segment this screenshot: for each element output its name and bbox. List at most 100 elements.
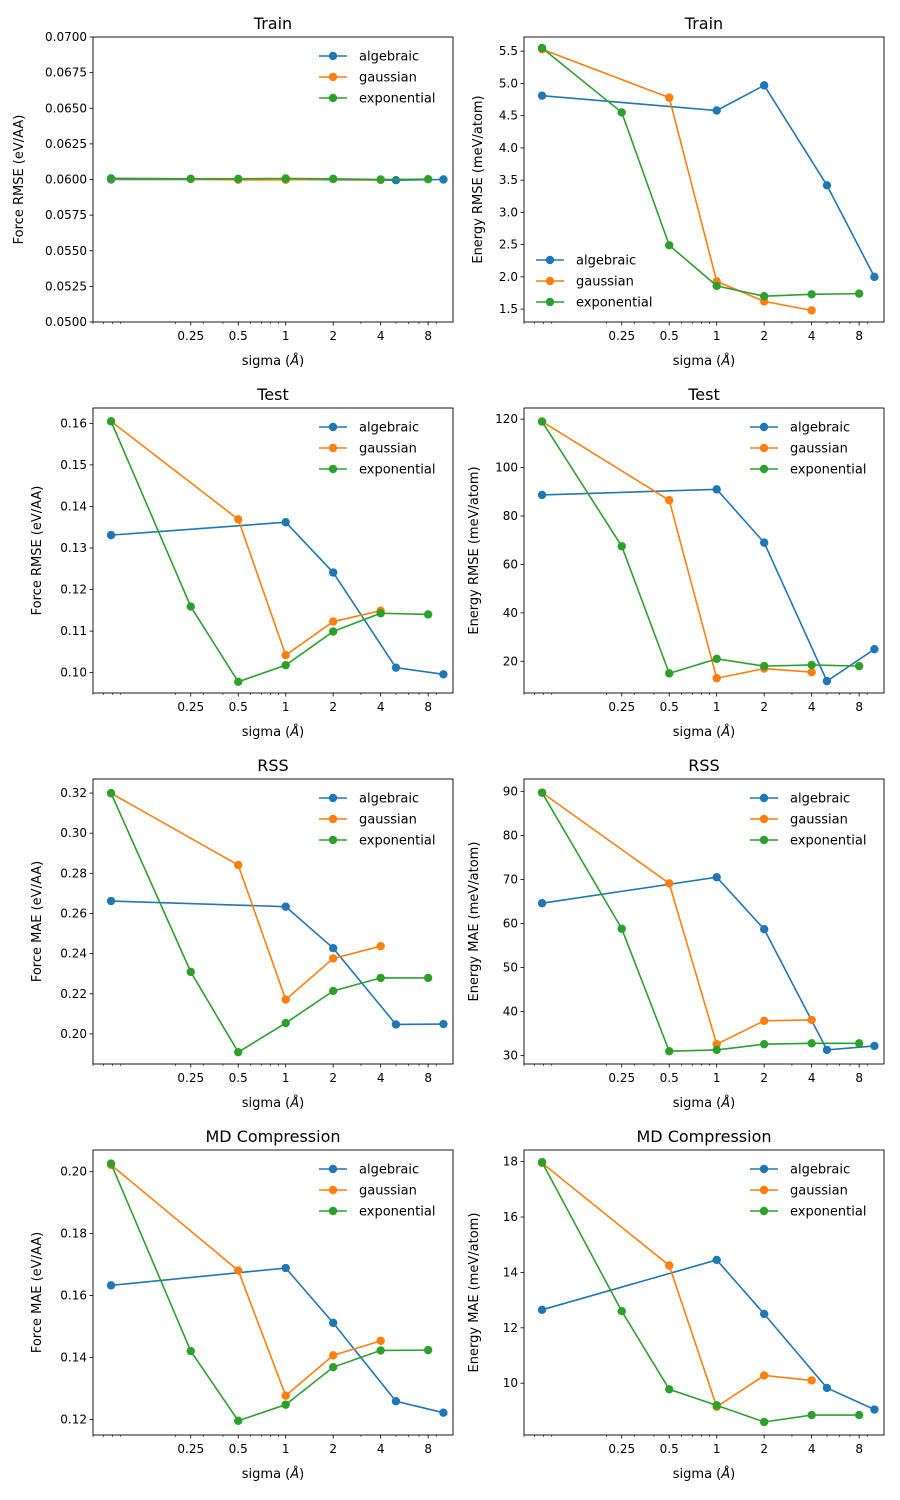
x-tick-label: 0.5 <box>229 329 248 343</box>
data-point-gaussian <box>376 1336 385 1346</box>
legend-marker-algebraic <box>759 793 769 803</box>
chart-title: MD Compression <box>636 1127 771 1146</box>
data-point-exponential <box>665 1047 674 1056</box>
y-axis-label: Energy RMSE (meV/atom) <box>471 95 486 263</box>
data-point-exponential <box>186 1346 195 1356</box>
legend-label-gaussian: gaussian <box>359 71 417 86</box>
legend-marker-algebraic <box>759 422 769 432</box>
y-tick-label: 0.32 <box>60 786 87 800</box>
y-tick-label: 4.5 <box>499 109 518 123</box>
x-tick-label: 2 <box>329 700 337 714</box>
data-point-algebraic <box>106 1281 116 1290</box>
x-axis-label: sigma (Å) <box>242 724 304 740</box>
x-tick-label: 1 <box>282 1071 290 1085</box>
y-tick-label: 0.10 <box>60 666 87 680</box>
data-point-algebraic <box>870 272 879 282</box>
data-point-gaussian <box>281 650 290 660</box>
data-point-exponential <box>759 1039 769 1049</box>
legend-label-exponential: exponential <box>790 1205 866 1220</box>
data-point-exponential <box>376 609 385 618</box>
data-point-exponential <box>234 1047 243 1057</box>
data-point-exponential <box>328 174 338 183</box>
data-point-algebraic <box>537 91 547 100</box>
y-tick-label: 0.0625 <box>45 137 87 151</box>
x-tick-label: 1 <box>282 329 290 343</box>
data-point-exponential <box>281 1018 290 1028</box>
x-tick-label: 8 <box>855 1071 863 1085</box>
data-point-exponential <box>234 1416 243 1425</box>
legend-label-gaussian: gaussian <box>359 1184 417 1199</box>
y-tick-label: 0.20 <box>60 1165 87 1179</box>
legend-marker-gaussian <box>759 814 769 824</box>
y-tick-label: 120 <box>495 412 518 426</box>
y-tick-label: 0.0650 <box>45 101 87 115</box>
data-point-exponential <box>617 924 626 933</box>
y-tick-label: 0.14 <box>60 499 87 513</box>
chart-title: Test <box>256 385 289 404</box>
data-point-algebraic <box>537 490 547 500</box>
data-point-exponential <box>376 175 385 184</box>
plot-frame <box>92 1149 454 1436</box>
data-point-gaussian <box>376 941 385 951</box>
y-tick-label: 0.18 <box>60 1227 87 1241</box>
data-point-algebraic <box>759 81 769 90</box>
legend-label-gaussian: gaussian <box>359 442 417 457</box>
legend-label-algebraic: algebraic <box>359 1163 419 1178</box>
legend-marker-exponential <box>328 1206 338 1216</box>
x-tick-label: 0.5 <box>660 700 679 714</box>
data-point-exponential <box>328 1362 338 1372</box>
legend-marker-exponential <box>545 297 555 307</box>
data-point-exponential <box>617 108 626 117</box>
data-point-exponential <box>281 660 290 670</box>
data-point-exponential <box>376 973 385 983</box>
y-tick-label: 60 <box>503 916 518 930</box>
x-tick-label: 4 <box>808 1442 816 1456</box>
legend-label-algebraic: algebraic <box>359 50 419 65</box>
legend: algebraic gaussian exponential <box>319 421 435 478</box>
legend-marker-gaussian <box>328 72 338 82</box>
data-point-exponential <box>423 973 433 983</box>
x-tick-label: 8 <box>424 329 432 343</box>
x-tick-label: 0.25 <box>177 329 204 343</box>
data-point-algebraic <box>439 1019 448 1029</box>
data-point-gaussian <box>807 1376 816 1385</box>
data-point-algebraic <box>328 1318 338 1328</box>
data-point-gaussian <box>281 1391 290 1400</box>
data-point-exponential <box>665 241 674 250</box>
data-point-algebraic <box>391 1397 401 1406</box>
data-point-algebraic <box>391 663 401 672</box>
y-tick-label: 0.12 <box>60 583 87 597</box>
chart-panel-3: Test 0.25 0.5 1 2 4 8 0.10 0.11 0.12 0.13 0.14 0.15 0… <box>30 385 454 740</box>
legend-marker-exponential <box>759 464 769 474</box>
y-tick-label: 0.15 <box>60 458 87 472</box>
legend: algebraic gaussian exponential <box>319 792 435 849</box>
x-tick-label: 2 <box>760 329 768 343</box>
x-tick-label: 8 <box>855 329 863 343</box>
data-point-algebraic <box>281 902 290 911</box>
x-tick-label: 4 <box>377 1442 385 1456</box>
legend-marker-algebraic <box>328 1164 338 1174</box>
y-tick-label: 0.16 <box>60 1289 87 1303</box>
series-line-algebraic <box>541 876 875 1051</box>
y-tick-label: 5.0 <box>499 76 518 90</box>
chart-panel-5: RSS 0.25 0.5 1 2 4 8 0.20 0.22 0.24 0.26 0.28 0.30 0.… <box>30 756 454 1111</box>
legend-label-algebraic: algebraic <box>359 792 419 807</box>
x-tick-label: 0.25 <box>608 1071 635 1085</box>
legend: algebraic gaussian exponential <box>319 50 435 107</box>
legend-marker-gaussian <box>328 814 338 824</box>
data-point-gaussian <box>665 879 674 888</box>
data-point-algebraic <box>822 181 832 190</box>
data-point-exponential <box>807 660 816 670</box>
data-point-exponential <box>328 627 338 636</box>
y-axis-label: Force RMSE (eV/AA) <box>12 115 27 245</box>
data-point-exponential <box>665 1385 674 1394</box>
y-tick-label: 0.0700 <box>45 30 87 44</box>
data-point-algebraic <box>822 676 832 686</box>
y-tick-label: 18 <box>503 1155 518 1169</box>
data-point-exponential <box>712 281 721 291</box>
y-tick-label: 0.28 <box>60 866 87 880</box>
x-tick-label: 2 <box>760 1071 768 1085</box>
legend-marker-gaussian <box>759 443 769 453</box>
data-point-exponential <box>106 1159 116 1168</box>
legend: algebraic gaussian exponential <box>750 1163 866 1220</box>
